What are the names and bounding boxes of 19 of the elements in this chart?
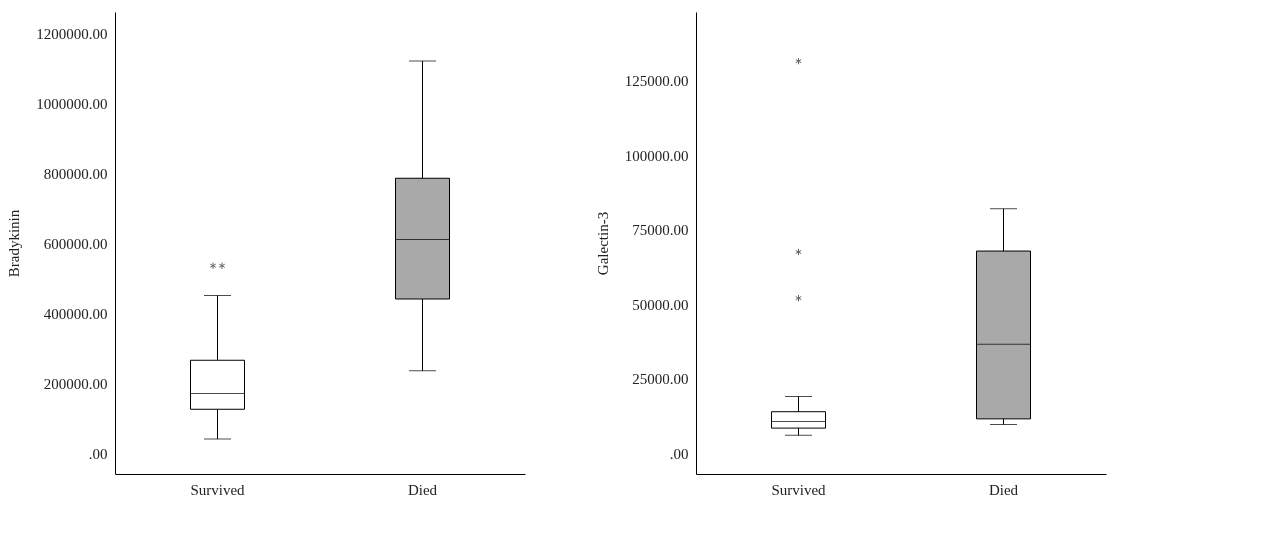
x-tick-label: Survived bbox=[190, 481, 246, 498]
x-tick-label: Died bbox=[407, 481, 438, 498]
y-tick-label: .00 bbox=[669, 445, 689, 462]
y-tick-label: .00 bbox=[88, 445, 108, 462]
y-tick-label: 100000.00 bbox=[624, 147, 689, 164]
y-tick-label: 50000.00 bbox=[632, 296, 689, 313]
x-tick-label: Survived bbox=[771, 481, 827, 498]
y-tick-label: 600000.00 bbox=[43, 235, 108, 252]
y-tick-label: 1200000.00 bbox=[36, 25, 108, 42]
y-tick-label: 125000.00 bbox=[624, 73, 689, 90]
y-tick-label: 800000.00 bbox=[43, 165, 108, 182]
y-tick-label: 25000.00 bbox=[632, 371, 689, 388]
y-tick-label: 400000.00 bbox=[43, 305, 108, 322]
y-tick-label: 75000.00 bbox=[632, 222, 689, 239]
x-tick-label: Died bbox=[988, 481, 1019, 498]
y-tick-label: 1000000.00 bbox=[36, 95, 108, 112]
y-axis-title: Galectin-3 bbox=[594, 211, 611, 276]
y-axis-title: Bradykinin bbox=[6, 209, 23, 278]
y-tick-label: 200000.00 bbox=[43, 375, 108, 392]
